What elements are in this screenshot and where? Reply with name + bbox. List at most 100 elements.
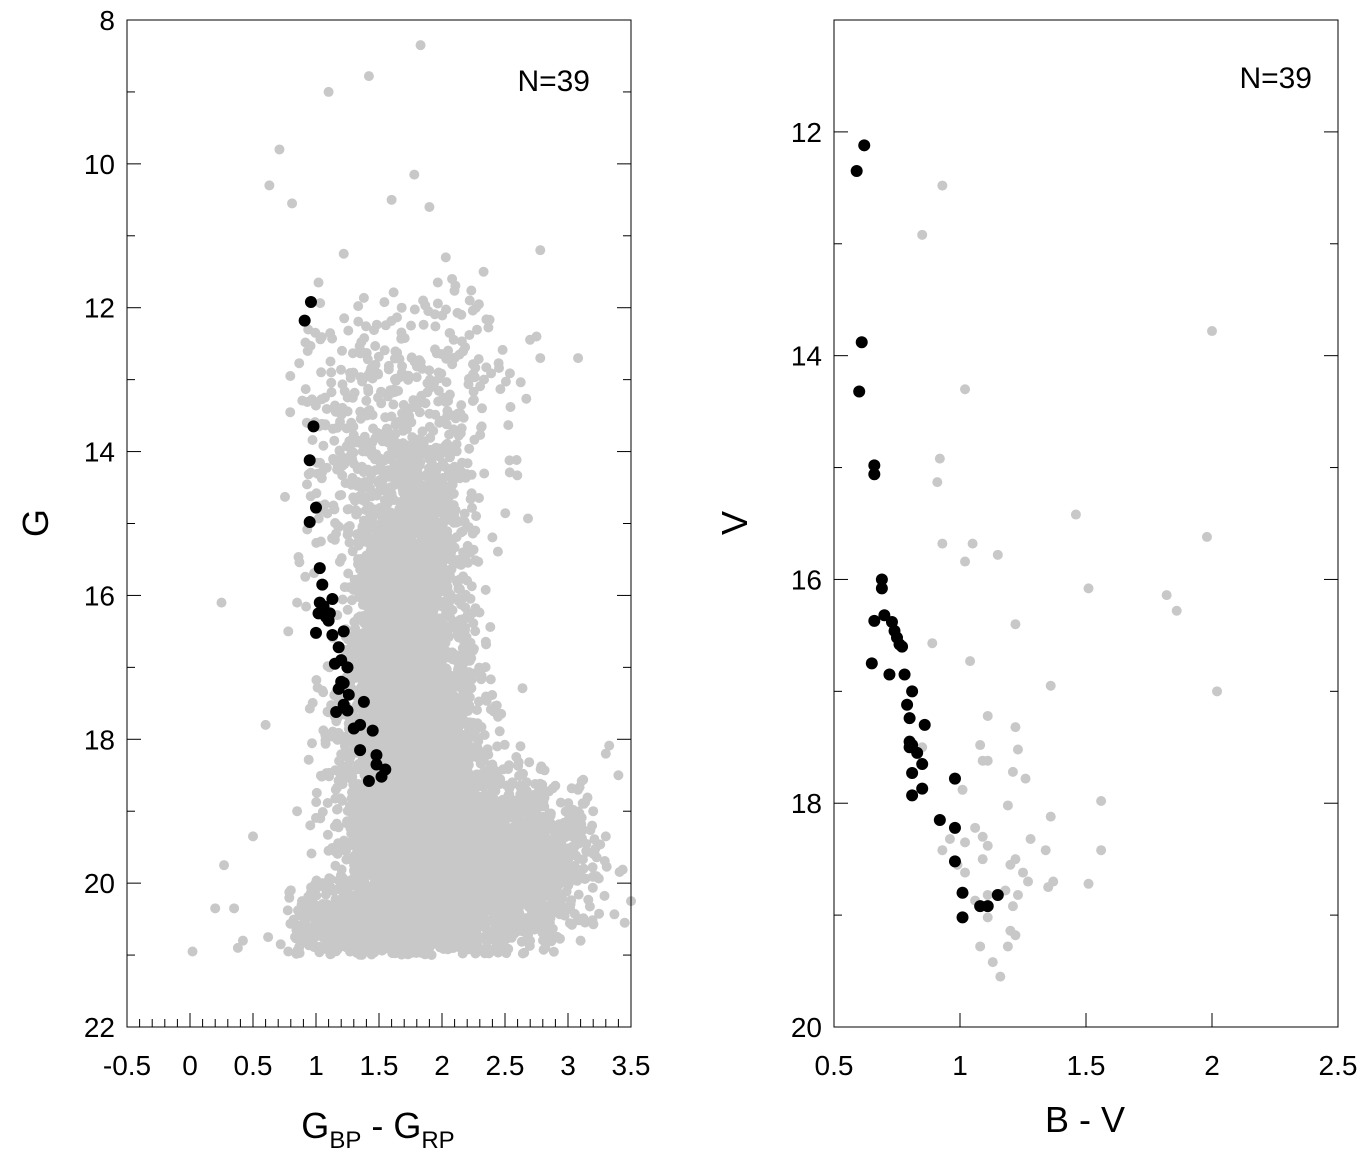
member-star-point (948, 855, 961, 868)
field-star-point (338, 248, 349, 259)
field-star-point (960, 384, 971, 395)
member-star-point (896, 640, 909, 653)
member-star-point (298, 314, 311, 327)
field-star-point (287, 198, 298, 209)
field-star-point (348, 856, 359, 867)
member-star-point (916, 758, 929, 771)
y-tick-label: 10 (84, 149, 115, 180)
field-star-point (1002, 800, 1013, 811)
field-star-point (934, 453, 945, 464)
x-tick-labels: -0.5 0 0.5 1 1.5 2 2.5 3 3.5 (103, 1050, 651, 1081)
field-star-point (1012, 889, 1023, 900)
field-star-point (409, 169, 420, 180)
member-star-point (313, 562, 326, 575)
member-star-point (303, 516, 316, 529)
field-star-point (263, 932, 274, 943)
field-star-point (960, 556, 971, 567)
member-star-point (906, 789, 919, 802)
member-star-point (370, 749, 383, 762)
y-tick-label: 12 (84, 293, 115, 324)
field-star-point (982, 755, 993, 766)
member-star-point (362, 775, 375, 788)
y-tick-label: 18 (84, 724, 115, 755)
member-star-point (991, 888, 1004, 901)
field-star-point (471, 302, 482, 313)
field-star-point (515, 878, 526, 889)
field-star-point (588, 806, 599, 817)
field-star-point (396, 302, 407, 313)
annotation-count: N=39 (1239, 62, 1312, 95)
field-star-point (1045, 680, 1056, 691)
field-star-point (1010, 619, 1021, 630)
field-star-point (619, 917, 630, 928)
member-star-point (916, 782, 929, 795)
y-tick-labels: 8 10 12 14 16 18 20 22 (84, 5, 115, 1043)
field-star-cloud (280, 277, 628, 960)
x-tick-label: 1 (308, 1050, 324, 1081)
field-star-point (977, 831, 988, 842)
y-axis-title: V (714, 511, 755, 535)
field-star-point (982, 889, 993, 900)
field-star-point (960, 867, 971, 878)
field-star-point (977, 854, 988, 865)
field-star-point (478, 266, 489, 277)
member-star-point (853, 385, 866, 398)
chart-panel-left-gaia-cmd: -0.5 0 0.5 1 1.5 2 2.5 3 3.5 8 10 12 14 16 18 20 22 N=3… (15, 5, 650, 1154)
y-tick-label: 20 (791, 1012, 822, 1043)
member-star-point (310, 626, 322, 639)
member-star-point (341, 704, 354, 717)
field-star-point (440, 252, 451, 263)
x-tick-label: 2 (1204, 1050, 1220, 1081)
field-star-point (1207, 326, 1217, 337)
field-star-point (232, 942, 243, 953)
member-star-point (307, 420, 320, 433)
field-star-point (418, 295, 429, 306)
field-star-point (987, 957, 998, 968)
member-star-point (875, 573, 888, 586)
field-star-point (927, 638, 938, 649)
field-star-point (944, 834, 955, 845)
field-star-point (600, 748, 611, 759)
member-star-point (868, 468, 881, 481)
member-star-point (901, 698, 914, 711)
member-star-point (326, 593, 339, 606)
field-star-point (323, 86, 334, 97)
member-star-point (326, 628, 339, 641)
field-star-point (187, 946, 198, 957)
field-star-point (960, 837, 971, 848)
field-star-point (1083, 583, 1094, 594)
field-star-point (573, 353, 584, 364)
field-star-point (995, 971, 1006, 982)
field-star-point (970, 822, 981, 833)
x-tick-label: 3 (560, 1050, 576, 1081)
member-star-point (354, 744, 367, 757)
member-star-point (865, 657, 878, 670)
field-star-point (957, 784, 968, 795)
field-star-point (982, 912, 993, 923)
field-star-point (216, 597, 227, 608)
field-star-point (975, 740, 986, 751)
field-star-point (1023, 876, 1034, 887)
field-star-point (937, 538, 948, 549)
field-star-point (424, 202, 435, 213)
field-star-point (313, 277, 324, 288)
field-star-point (274, 144, 285, 155)
field-star-point (554, 834, 565, 845)
member-star-point (341, 661, 354, 674)
field-star-point (415, 40, 426, 51)
member-star-point (320, 611, 333, 624)
member-star-point (366, 724, 379, 737)
field-star-point (275, 939, 286, 950)
field-star-point (317, 878, 328, 889)
field-star-point (283, 946, 294, 957)
field-star-point (237, 935, 248, 946)
member-star-point (332, 641, 345, 654)
field-star-point (535, 353, 546, 364)
chart-panel-right-bv-cmd: 0.5 1 1.5 2 2.5 12 14 16 18 20 N=39 V B - V (714, 19, 1357, 1140)
member-star-point (883, 668, 896, 681)
member-star-points (298, 295, 392, 788)
field-star-point (1212, 686, 1223, 697)
member-star-point (933, 814, 946, 827)
member-star-point (850, 165, 863, 178)
field-star-point (1018, 867, 1028, 878)
